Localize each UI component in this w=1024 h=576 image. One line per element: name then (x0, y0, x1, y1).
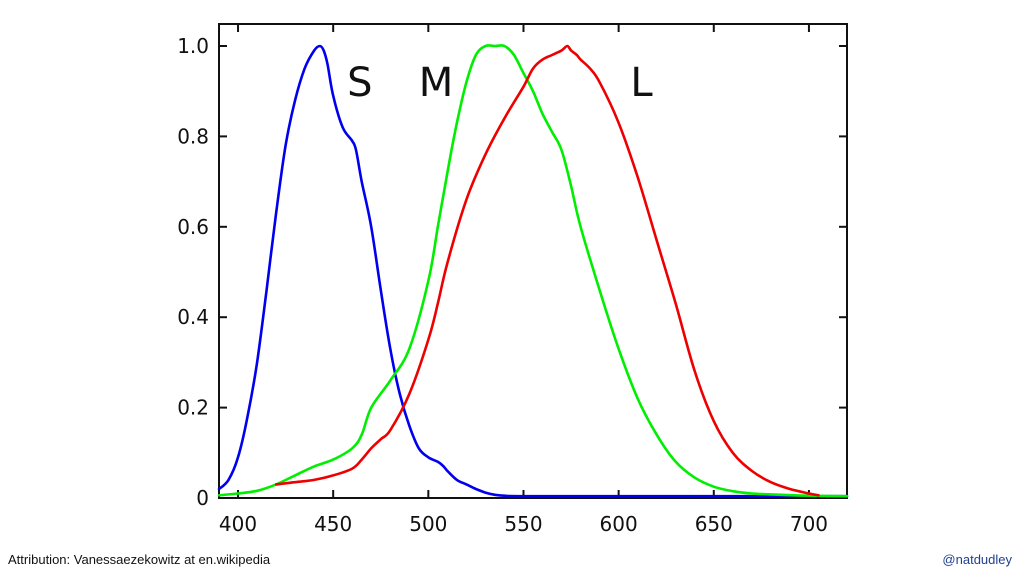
curve-label-m: M (419, 60, 454, 106)
curve-label-l: L (630, 60, 653, 106)
y-tick-label: 0.8 (177, 124, 209, 148)
attribution-text: Attribution: Vanessaezekowitz at en.wiki… (8, 552, 271, 567)
plot-frame (218, 23, 848, 499)
series-group (217, 44, 849, 498)
author-handle[interactable]: @natdudley (942, 552, 1012, 567)
y-tick-label: 0.2 (177, 396, 209, 420)
x-tick-label: 650 (695, 512, 733, 536)
curve-label-s: S (347, 60, 372, 106)
x-tick-label: 600 (600, 512, 638, 536)
series-line-l (274, 44, 820, 497)
axis-ticks: 400 450 500 550 600 650 700 0 0.2 0.4 0.6 0.8 1.0 (177, 24, 847, 536)
y-tick-label: 0.6 (177, 215, 209, 239)
series-line-m (217, 44, 849, 498)
x-tick-label: 700 (790, 512, 828, 536)
series-line-s (217, 44, 849, 498)
x-tick-label: 550 (504, 512, 542, 536)
y-tick-label: 1.0 (177, 34, 209, 58)
x-tick-label: 450 (314, 512, 352, 536)
x-tick-label: 400 (219, 512, 257, 536)
y-tick-label: 0.4 (177, 305, 209, 329)
x-tick-label: 500 (409, 512, 447, 536)
y-tick-label: 0 (196, 486, 209, 510)
